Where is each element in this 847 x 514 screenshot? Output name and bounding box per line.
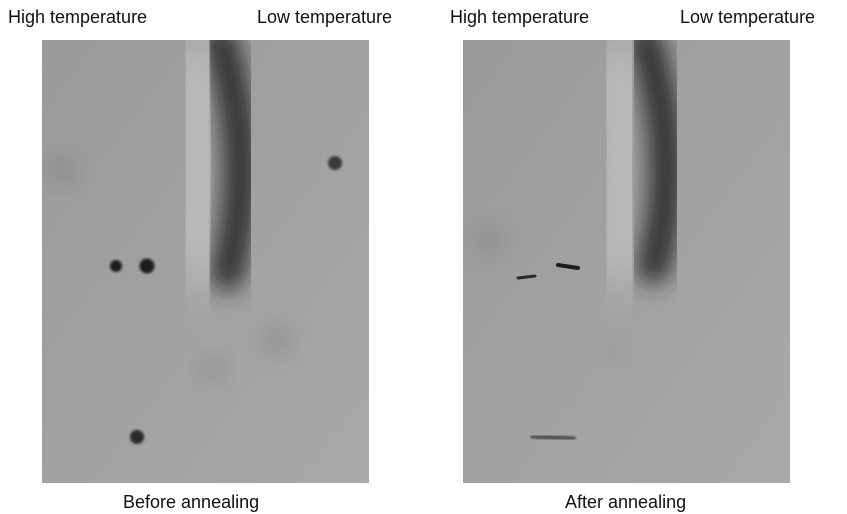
caption: Before annealing	[123, 492, 259, 513]
low-label: Low temperature	[680, 7, 815, 28]
low-label: Low temperature	[257, 7, 392, 28]
caption: After annealing	[565, 492, 686, 513]
figure: High temperature Low temperature High te…	[0, 0, 847, 514]
micrograph-before	[42, 40, 369, 483]
high-label: High temperature	[8, 7, 147, 28]
high-label: High temperature	[450, 7, 589, 28]
micrograph-after	[463, 40, 790, 483]
